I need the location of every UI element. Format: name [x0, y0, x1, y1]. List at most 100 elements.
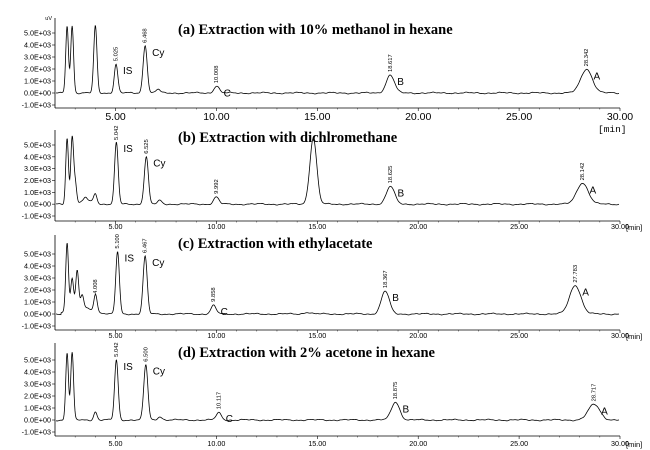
- y-tick-label: 2.0E+03: [24, 65, 51, 74]
- y-tick-label: 1.0E+03: [24, 188, 51, 197]
- retention-time-label: 5.100: [115, 234, 121, 249]
- x-unit-label: [min]: [598, 124, 627, 135]
- x-tick-label: 25.00: [510, 439, 528, 448]
- retention-time-label: 5.042: [114, 125, 120, 140]
- y-tick-label: 0.0E+00: [24, 89, 51, 98]
- y-tick-label: 1.0E+03: [24, 298, 51, 307]
- chromatogram-panel-d: 5.0E+03 4.0E+03 3.0E+03 2.0E+03 1.0E+03 0.0E+…: [22, 342, 643, 449]
- peak-label: IS: [123, 362, 133, 373]
- chromatogram-panel-a: 5.0E+03 4.0E+03 3.0E+03 2.0E+03 1.0E+03 0.0E+…: [22, 16, 634, 135]
- retention-time-label: 9.992: [214, 179, 220, 194]
- peak-label: B: [397, 188, 404, 199]
- retention-time-label: 27.783: [573, 265, 579, 283]
- x-tick-label: 20.00: [409, 331, 427, 340]
- y-tick-label: -1.0E+03: [22, 428, 51, 437]
- x-tick-label: 25.00: [510, 222, 528, 231]
- retention-time-label: 28.717: [592, 384, 598, 402]
- retention-time-label: 6.525: [144, 139, 150, 154]
- y-tick-label: 5.0E+03: [24, 356, 51, 365]
- x-unit-label: [min]: [626, 223, 642, 232]
- peak-label: IS: [123, 144, 133, 155]
- x-tick-label: 20.00: [409, 439, 427, 448]
- retention-time-label: 10.117: [216, 392, 222, 409]
- y-tick-label: 5.0E+03: [24, 250, 51, 259]
- chromatogram-trace: [55, 135, 620, 206]
- y-tick-label: 3.0E+03: [24, 164, 51, 173]
- x-tick-label: 30.00: [611, 439, 629, 448]
- y-tick-label: -1.0E+03: [22, 101, 51, 110]
- retention-time-label: 9.858: [211, 287, 217, 302]
- y-tick-label: 0.0E+00: [24, 310, 51, 319]
- x-tick-label: 5.00: [109, 222, 123, 231]
- y-tick-label: -1.0E+03: [22, 322, 51, 331]
- peak-label: B: [403, 404, 410, 415]
- chromatogram-panel-c: 5.0E+03 4.0E+03 3.0E+03 2.0E+03 1.0E+03 0.0E+…: [22, 234, 643, 341]
- panel-title: (a) Extraction with 10% methanol in hexa…: [178, 22, 453, 38]
- panel-title: (d) Extraction with 2% acetone in hexane: [178, 345, 436, 361]
- retention-time-label: 5.042: [114, 342, 120, 357]
- panel-title: (b) Extraction with dichlromethane: [178, 130, 398, 146]
- retention-time-label: 28.342: [584, 49, 590, 67]
- peak-label: Cy: [153, 367, 165, 378]
- y-tick-label: 5.0E+03: [24, 141, 51, 150]
- peak-label: A: [582, 288, 589, 299]
- x-tick-label: 10.00: [207, 439, 225, 448]
- y-tick-label: 3.0E+03: [24, 53, 51, 62]
- retention-time-label: 28.142: [580, 163, 586, 181]
- retention-time-label: 5.025: [114, 47, 120, 62]
- y-tick-label: 0.0E+00: [24, 200, 51, 209]
- chromatogram-trace: [55, 242, 620, 316]
- x-tick-label: 25.00: [506, 111, 532, 123]
- peak-label: A: [601, 406, 608, 417]
- peak-label: A: [594, 71, 601, 82]
- panel-title: (c) Extraction with ethylacetate: [178, 236, 373, 252]
- retention-time-label: 4.008: [93, 279, 99, 294]
- chromatogram-trace: [55, 352, 620, 422]
- y-unit-label: uV: [45, 16, 52, 22]
- x-tick-label: 20.00: [409, 222, 427, 231]
- retention-time-label: 18.617: [388, 54, 394, 72]
- x-tick-label: 30.00: [611, 331, 629, 340]
- x-unit-label: [min]: [626, 440, 642, 449]
- retention-time-label: 18.625: [388, 166, 394, 184]
- x-tick-label: 15.00: [308, 222, 326, 231]
- x-tick-label: 15.00: [308, 439, 326, 448]
- peak-label: B: [397, 77, 404, 88]
- x-tick-label: 5.00: [105, 111, 126, 123]
- retention-time-label: 6.468: [143, 28, 149, 43]
- x-tick-label: 5.00: [109, 439, 123, 448]
- retention-time-label: 10.008: [214, 66, 220, 84]
- peak-label: IS: [125, 254, 135, 265]
- peak-label: C: [226, 414, 233, 425]
- y-tick-label: 2.0E+03: [24, 392, 51, 401]
- x-tick-label: 15.00: [308, 331, 326, 340]
- x-tick-label: 25.00: [510, 331, 528, 340]
- y-tick-label: 4.0E+03: [24, 368, 51, 377]
- y-tick-label: 1.0E+03: [24, 404, 51, 413]
- peak-label: Cy: [152, 258, 164, 269]
- y-tick-label: 4.0E+03: [24, 41, 51, 50]
- peak-label: B: [392, 293, 399, 304]
- x-unit-label: [min]: [626, 332, 642, 341]
- y-tick-label: 5.0E+03: [24, 29, 51, 38]
- x-tick-label: 20.00: [405, 111, 431, 123]
- x-tick-label: 10.00: [207, 331, 225, 340]
- retention-time-label: 18.367: [383, 270, 389, 288]
- y-tick-label: 3.0E+03: [24, 274, 51, 283]
- y-tick-label: -1.0E+03: [22, 212, 51, 221]
- x-tick-label: 30.00: [607, 111, 633, 123]
- y-tick-label: 0.0E+00: [24, 416, 51, 425]
- peak-label: A: [590, 185, 597, 196]
- retention-time-label: 6.500: [143, 347, 149, 362]
- peak-label: C: [224, 88, 231, 99]
- x-tick-label: 15.00: [304, 111, 330, 123]
- y-tick-label: 1.0E+03: [24, 77, 51, 86]
- chromatogram-panel-b: 5.0E+03 4.0E+03 3.0E+03 2.0E+03 1.0E+03 0.0E+…: [22, 125, 643, 232]
- y-tick-label: 2.0E+03: [24, 176, 51, 185]
- x-tick-label: 30.00: [611, 222, 629, 231]
- x-tick-label: 10.00: [203, 111, 229, 123]
- peak-label: IS: [123, 66, 133, 77]
- chromatogram-trace: [55, 25, 620, 95]
- x-tick-label: 5.00: [109, 331, 123, 340]
